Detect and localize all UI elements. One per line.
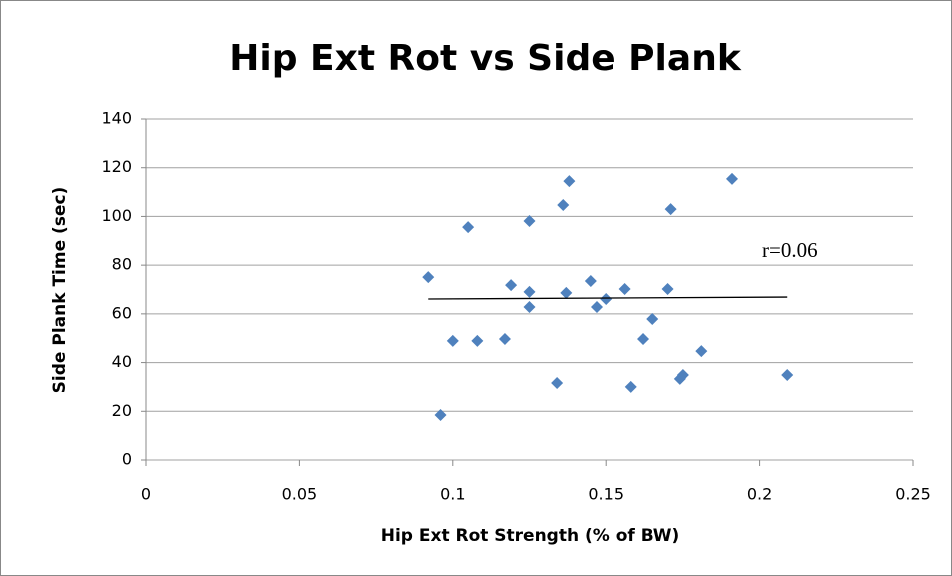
point: [523, 301, 536, 314]
point: [661, 283, 674, 296]
point: [523, 285, 536, 298]
point: [434, 408, 447, 421]
chart-title: Hip Ext Rot vs Side Plank: [229, 38, 742, 79]
trendline: [428, 296, 788, 300]
x-axis-label: Hip Ext Rot Strength (% of BW): [381, 526, 680, 546]
y-axis-label: Side Plank Time (sec): [50, 187, 70, 394]
x-tick-label: 0.15: [588, 485, 624, 504]
point: [422, 271, 435, 284]
y-tick-label: 0: [122, 450, 132, 469]
point: [471, 334, 484, 347]
point: [664, 203, 677, 216]
point: [560, 286, 573, 299]
y-tick-label: 100: [101, 206, 132, 225]
x-tick-label: 0.2: [747, 485, 772, 504]
point: [462, 221, 475, 234]
point: [695, 345, 708, 358]
point: [618, 283, 631, 296]
y-tick-label: 80: [112, 255, 132, 274]
point: [557, 198, 570, 211]
y-tick-label: 20: [112, 401, 132, 420]
point: [446, 334, 459, 347]
point: [551, 377, 564, 390]
annotation: r=0.06: [762, 238, 818, 262]
y-tick-label: 120: [101, 157, 132, 176]
point: [600, 292, 613, 305]
point: [637, 332, 650, 345]
x-tick-label: 0: [141, 485, 151, 504]
x-tick-label: 0.1: [440, 485, 465, 504]
point: [725, 172, 738, 185]
y-tick-label: 140: [101, 109, 132, 128]
point: [505, 279, 518, 292]
point: [498, 332, 511, 345]
point: [523, 215, 536, 228]
point: [646, 312, 659, 325]
point: [590, 301, 603, 314]
y-tick-label: 40: [112, 352, 132, 371]
point: [563, 175, 576, 188]
point: [676, 368, 689, 381]
point: [781, 368, 794, 381]
x-tick-label: 0.05: [282, 485, 318, 504]
x-tick-label: 0.25: [895, 485, 931, 504]
point: [624, 380, 637, 393]
y-tick-label: 60: [112, 303, 132, 322]
point: [584, 274, 597, 287]
